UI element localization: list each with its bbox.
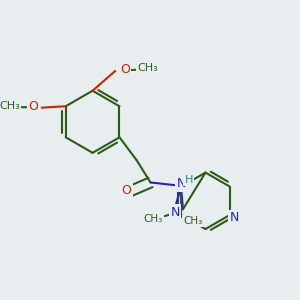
Text: CH₃: CH₃ <box>144 214 163 224</box>
Text: N: N <box>176 177 186 190</box>
Text: CH₃: CH₃ <box>137 63 158 73</box>
Text: N: N <box>171 206 180 219</box>
Text: O: O <box>122 184 131 197</box>
Text: N: N <box>230 211 239 224</box>
Text: CH₃: CH₃ <box>183 216 202 226</box>
Text: O: O <box>120 63 130 76</box>
Text: H: H <box>184 175 193 185</box>
Text: O: O <box>28 100 38 113</box>
Text: CH₃: CH₃ <box>0 101 20 111</box>
